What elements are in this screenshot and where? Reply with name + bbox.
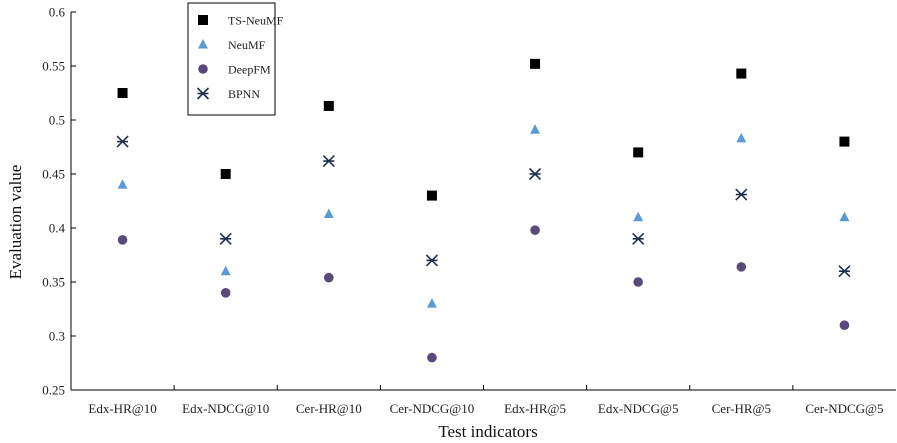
legend-marker-ts-neumf <box>198 15 208 25</box>
bpnn-point <box>219 232 232 245</box>
y-tick-label: 0.4 <box>49 221 66 236</box>
y-axis: 0.25 0.3 0.35 0.4 0.45 0.5 0.55 0.6 <box>42 5 76 398</box>
x-axis: Edx-HR@10 Edx-NDCG@10 Cer-HR@10 Cer-NDCG@10… <box>88 385 884 416</box>
ts-neumf-point <box>323 100 334 111</box>
neumf-point <box>633 211 644 222</box>
neumf-point <box>117 179 128 189</box>
deepfm-point <box>117 235 128 245</box>
ts-neumf-point <box>426 190 437 201</box>
neumf-point <box>220 265 231 276</box>
legend-label-ts-neumf: TS-NeuMF <box>228 14 284 28</box>
x-tick-label: Cer-HR@10 <box>296 401 362 416</box>
y-tick-label: 0.55 <box>42 59 65 74</box>
x-tick-label: Cer-HR@5 <box>712 401 771 416</box>
ts-neumf-point <box>736 68 747 79</box>
bpnn-point <box>735 188 748 201</box>
bpnn-point <box>838 265 851 278</box>
legend-label-neumf: NeuMF <box>228 38 266 52</box>
x-tick-label: Cer-NDCG@5 <box>805 401 883 416</box>
x-tick-label: Edx-NDCG@5 <box>598 401 679 416</box>
deepfm-point <box>427 352 437 363</box>
bpnn-point <box>425 254 439 267</box>
neumf-point <box>530 124 541 134</box>
legend-marker-deepfm <box>198 64 208 74</box>
bpnn-point <box>528 167 542 181</box>
x-tick-label: Edx-HR@10 <box>88 401 156 416</box>
x-tick-label: Edx-NDCG@10 <box>182 401 269 416</box>
x-tick-label: Edx-HR@5 <box>504 401 566 416</box>
x-axis-title: Test indicators <box>438 422 537 441</box>
y-tick-label: 0.45 <box>42 167 65 182</box>
ts-neumf-point <box>117 88 128 98</box>
bpnn-point <box>632 232 645 245</box>
deepfm-point <box>220 288 231 298</box>
ts-neumf-point <box>220 169 231 179</box>
deepfm-point <box>633 277 643 287</box>
y-tick-label: 0.5 <box>49 113 65 128</box>
neumf-point <box>736 132 747 143</box>
deepfm-point <box>530 225 540 235</box>
y-tick-label: 0.3 <box>49 329 65 344</box>
deepfm-point <box>324 272 334 283</box>
y-tick-label: 0.6 <box>49 5 66 20</box>
legend-label-deepfm: DeepFM <box>228 63 271 77</box>
legend-marker-neumf <box>198 39 208 49</box>
y-tick-label: 0.25 <box>42 383 65 398</box>
legend: TS-NeuMF NeuMF DeepFM BPNN <box>187 2 284 116</box>
y-tick-label: 0.35 <box>42 275 65 290</box>
legend-marker-bpnn <box>196 87 210 100</box>
x-tick-label: Cer-NDCG@10 <box>390 401 475 416</box>
ts-neumf-point <box>633 147 644 158</box>
y-axis-title: Evaluation value <box>6 165 25 280</box>
bpnn-point <box>322 154 335 168</box>
neumf-point <box>839 211 850 222</box>
deepfm-point <box>736 262 747 272</box>
neumf-point <box>323 208 334 218</box>
deepfm-point <box>839 320 850 331</box>
neumf-point <box>426 298 437 308</box>
legend-label-bpnn: BPNN <box>228 87 260 101</box>
ts-neumf-point <box>530 58 541 69</box>
ts-neumf-point <box>839 136 850 147</box>
bpnn-point <box>116 135 129 148</box>
data-points <box>116 58 851 363</box>
